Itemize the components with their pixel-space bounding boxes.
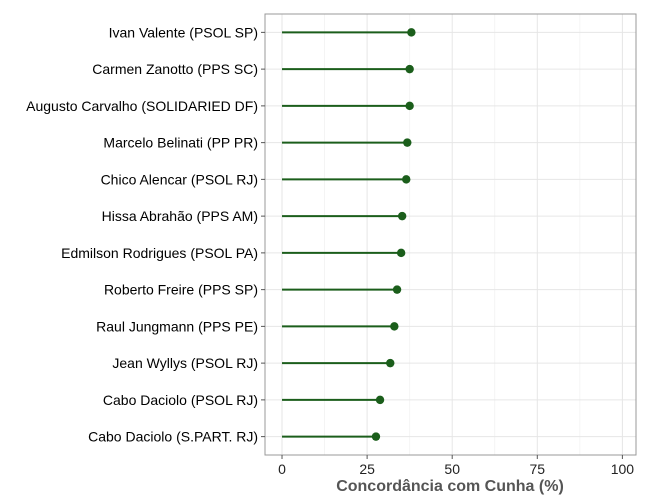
data-point xyxy=(402,175,411,184)
y-tick-label: Jean Wyllys (PSOL RJ) xyxy=(112,355,258,371)
data-point xyxy=(397,211,407,221)
y-tick-label: Cabo Daciolo (S.PART. RJ) xyxy=(88,429,258,445)
data-point xyxy=(405,101,414,111)
data-point xyxy=(403,138,412,147)
data-point xyxy=(371,432,381,441)
y-tick-label: Cabo Daciolo (PSOL RJ) xyxy=(103,392,258,408)
data-point xyxy=(392,285,402,294)
x-tick-label: 50 xyxy=(444,461,460,477)
x-tick-label: 100 xyxy=(611,461,635,477)
y-tick-label: Hissa Abrahão (PPS AM) xyxy=(102,208,258,224)
panel-background xyxy=(265,14,636,455)
data-point xyxy=(396,248,406,258)
data-point xyxy=(386,358,395,368)
stems xyxy=(282,31,412,438)
y-tick-label: Carmen Zanotto (PPS SC) xyxy=(92,61,258,77)
data-point xyxy=(405,64,414,74)
data-point xyxy=(375,395,385,405)
y-tick-label: Marcelo Belinati (PP PR) xyxy=(103,135,258,151)
x-tick-label: 25 xyxy=(359,461,375,477)
y-tick-label: Raul Jungmann (PPS PE) xyxy=(96,318,258,334)
data-point xyxy=(407,28,416,37)
x-axis-title: Concordância com Cunha (%) xyxy=(336,478,564,495)
y-tick-label: Edmilson Rodrigues (PSOL PA) xyxy=(61,245,258,261)
data-point xyxy=(390,322,399,331)
y-axis-labels: Ivan Valente (PSOL SP) Carmen Zanotto (PP… xyxy=(26,24,265,445)
panel-border xyxy=(264,13,637,456)
y-tick-label: Chico Alencar (PSOL RJ) xyxy=(101,171,258,187)
y-tick-label: Roberto Freire (PPS SP) xyxy=(104,282,258,298)
y-tick-label: Augusto Carvalho (SOLIDARIED DF) xyxy=(26,98,258,114)
points xyxy=(371,28,416,441)
x-axis-ticks: 0 25 50 75 100 xyxy=(278,455,634,477)
x-tick-label: 0 xyxy=(278,461,286,477)
y-tick-label: Ivan Valente (PSOL SP) xyxy=(109,24,258,40)
x-tick-label: 75 xyxy=(530,461,546,477)
